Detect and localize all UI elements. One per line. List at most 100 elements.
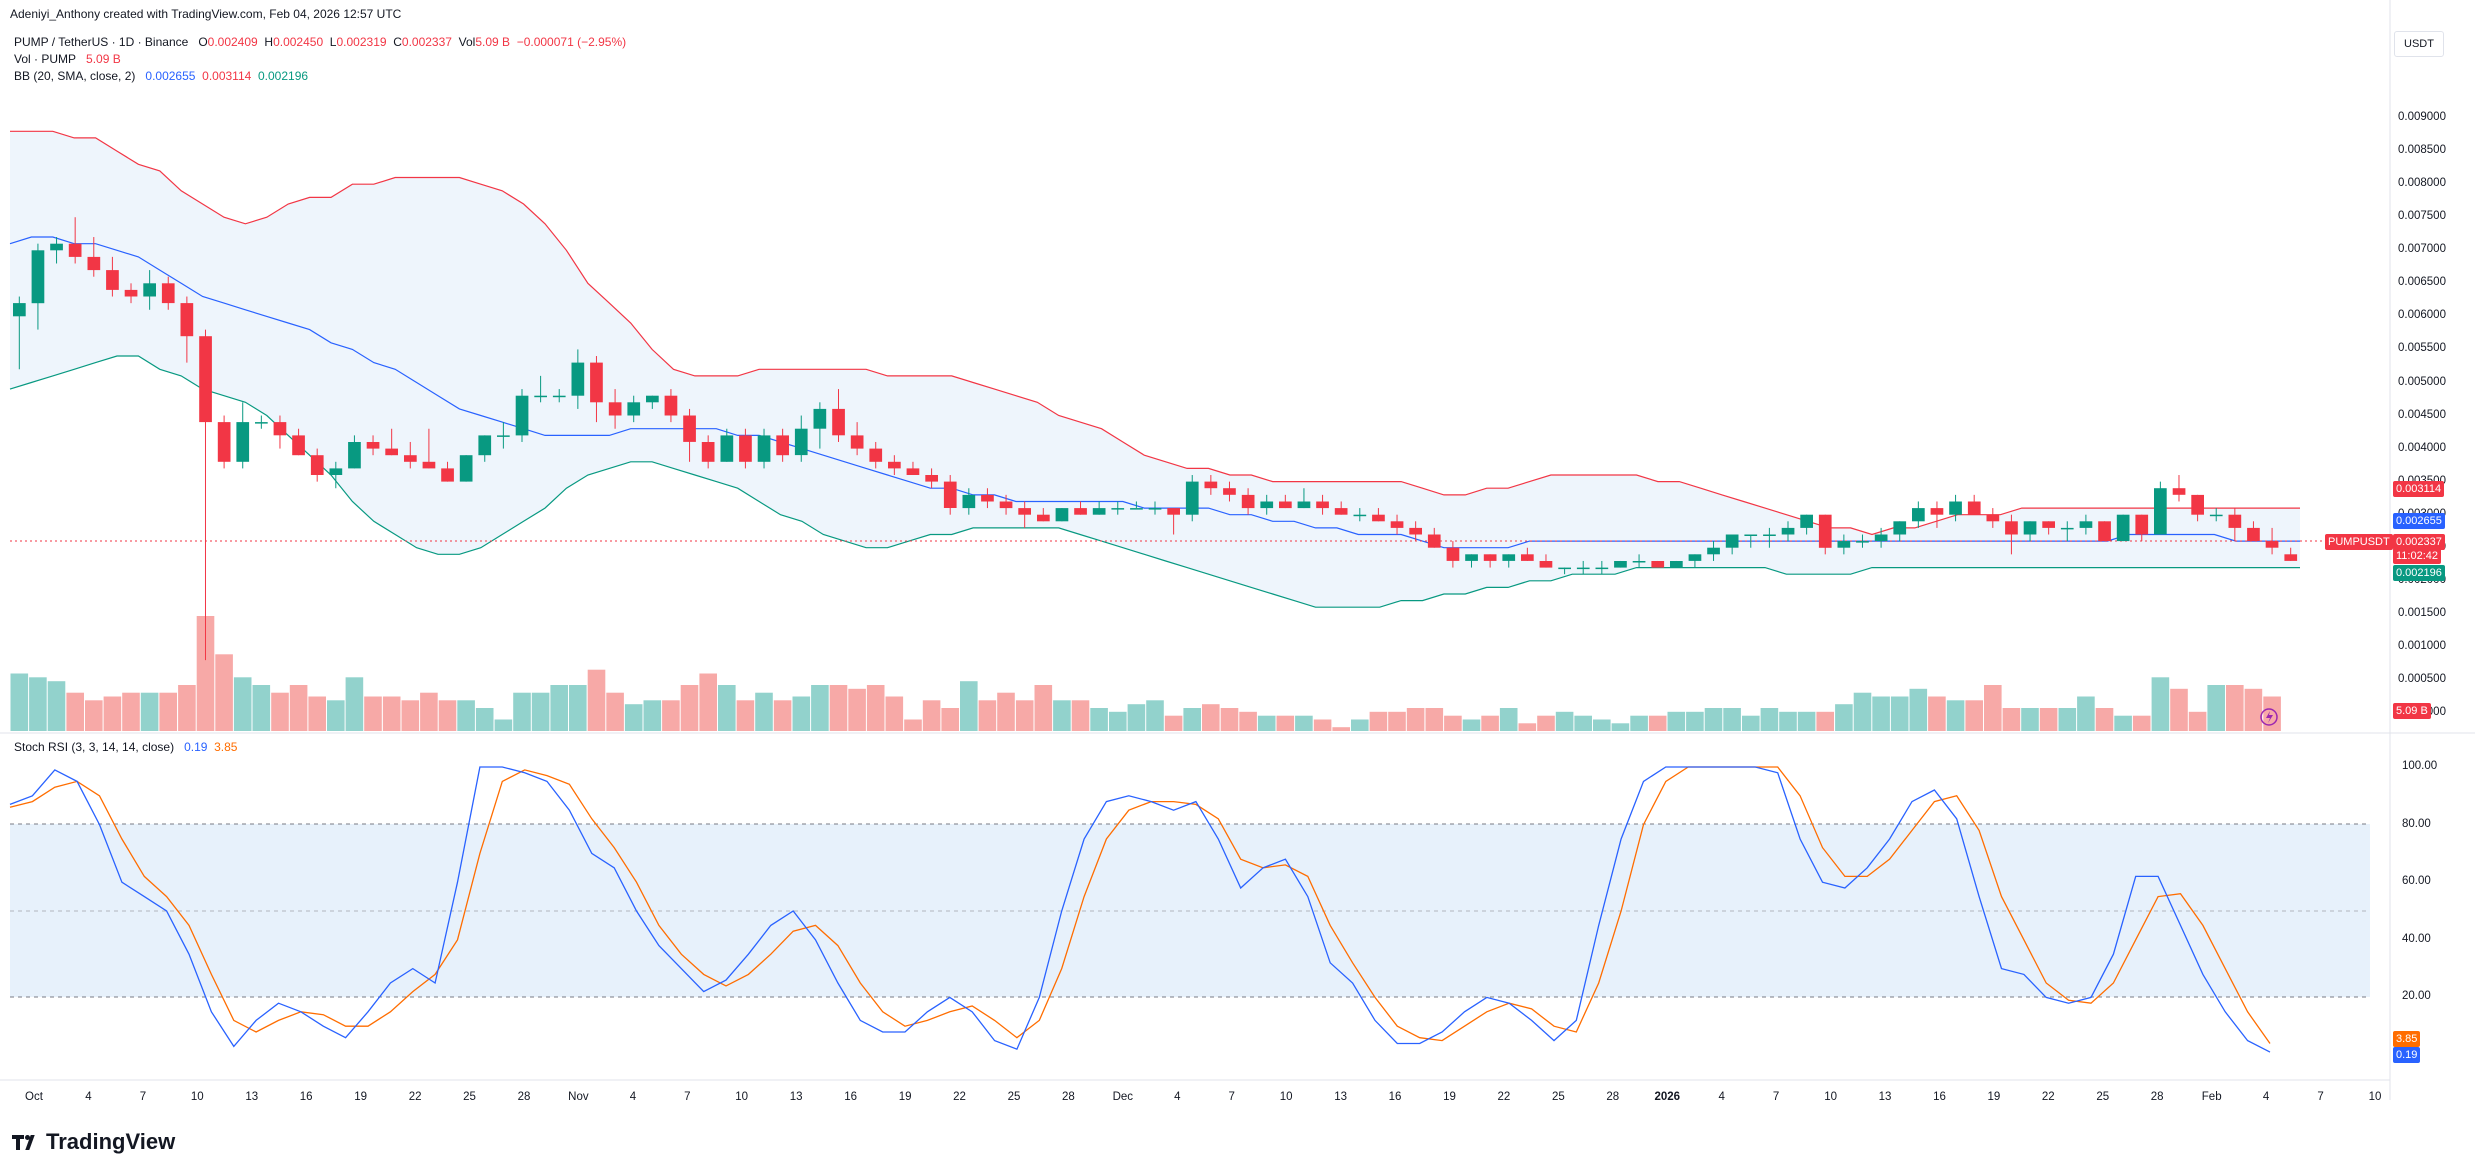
time-tick-label: 25 [1007,1091,1021,1103]
candle-body [720,435,734,462]
high-value: 0.002450 [273,35,324,49]
candle-body [1949,501,1962,515]
time-tick-label: 4 [629,1091,637,1103]
candle-body [404,455,417,462]
volume-bar [792,696,811,731]
high-label: H [264,35,274,49]
candle-body [1167,508,1180,515]
time-tick-label: 4 [2262,1091,2270,1103]
time-tick-label: Feb [2201,1091,2222,1103]
candle-body [310,455,324,475]
attribution-text: Adeniyi_Anthony created with TradingView… [10,7,402,21]
volume-bar [308,696,326,731]
volume-bar [2058,708,2077,731]
candle-body [1576,567,1590,570]
price-tick-label: 0.008000 [2398,177,2446,190]
time-tick-label: 10 [1824,1091,1837,1103]
candle-body [1446,547,1460,561]
volume-bar [2021,708,2039,731]
volume-bar [1406,708,1425,731]
volume-bar [1909,688,1928,731]
time-tick-label: 22 [1497,1091,1511,1103]
candle-body [906,468,920,475]
time-tick-label: 7 [684,1091,691,1103]
candle-body [571,362,585,396]
volume-bar [755,692,773,731]
candle-body [68,243,82,257]
volume-bar [47,681,66,731]
lightning-icon[interactable] [2260,708,2278,726]
volume-bars [10,616,2281,731]
symbol-title[interactable]: PUMP / TetherUS · 1D · Binance [14,35,189,49]
time-tick-label: 19 [898,1091,912,1103]
time-tick-label: 13 [1878,1091,1892,1103]
price-tick-label: 0.000500 [2398,672,2446,685]
volume-bar [345,677,364,731]
bb-upper-tag: 0.003114 [2393,481,2445,497]
price-tick-label: 0.009000 [2398,111,2446,124]
volume-bar [66,692,84,731]
volume-bar [606,692,624,731]
bb-legend[interactable]: BB (20, SMA, close, 2) 0.002655 0.003114… [14,69,308,83]
volume-bar [494,719,513,731]
candle-body [943,481,957,508]
volume-bar [885,696,904,731]
stoch-rsi-tick-label: 100.00 [2402,760,2438,772]
time-tick-label: 10 [2368,1091,2382,1103]
time-tick-label: 19 [354,1091,368,1103]
candle-body [106,270,119,290]
volume-bar [1704,708,1723,731]
volume-bar [1890,696,1909,731]
stoch-k-line [9,766,2271,1053]
price-tick-label: 0.001000 [2398,639,2446,652]
candle-body [1372,514,1385,522]
candle-body [1223,488,1236,495]
tv-logo-text: TradingView [46,1129,176,1154]
candle-body [2116,514,2130,542]
tradingview-logo[interactable]: TradingView [12,1129,175,1155]
stoch-rsi-tick-label: 80.00 [2402,817,2431,830]
stoch-rsi-label: Stoch RSI (3, 3, 14, 14, close) [14,740,175,754]
price-tick-label: 0.004000 [2398,441,2446,454]
candle-body [776,435,789,456]
change-value: −0.000071 (−2.95%) [516,35,627,49]
stoch-rsi-tick-label: 40.00 [2402,932,2431,945]
volume-bar [624,704,643,731]
candle-body [329,468,343,475]
price-tick-label: 0.005500 [2398,342,2446,355]
volume-bar [1872,696,1890,731]
candle-body [2079,521,2093,528]
candle-body [1725,534,1739,548]
lightning-glyph [2266,711,2273,723]
time-tick-label: 25 [463,1091,476,1103]
volume-bar [1369,711,1388,731]
volume-bar [457,700,475,731]
volume-bar [1146,700,1164,731]
currency-button[interactable]: USDT [2394,31,2444,57]
candle-body [13,303,26,317]
stoch-rsi-lines [9,766,2271,1053]
volume-bar [196,616,215,731]
tv-logo-icon [12,1133,40,1151]
candle-body [1353,514,1367,517]
volume-bar [680,685,699,731]
volume-legend[interactable]: Vol · PUMP 5.09 B [14,52,121,66]
volume-bar [252,685,271,731]
volume-bar [1593,719,1611,731]
candle-body [1744,534,1758,536]
time-tick-label: Nov [568,1091,589,1103]
candle-body [1818,514,1832,548]
candle-body [2172,488,2186,495]
candle-body [1390,521,1404,528]
time-tick-label: 28 [517,1091,531,1103]
volume-bar [2188,711,2207,731]
stoch-rsi-legend[interactable]: Stoch RSI (3, 3, 14, 14, close) 0.19 3.8… [14,740,237,754]
volume-bar [1648,715,1667,731]
candle-body [1986,514,2000,522]
stoch-k-tag: 0.19 [2393,1047,2421,1063]
candle-body [2265,541,2279,548]
low-value: 0.002319 [336,35,387,49]
candle-body [1614,561,1627,568]
candle-body [1260,501,1274,509]
